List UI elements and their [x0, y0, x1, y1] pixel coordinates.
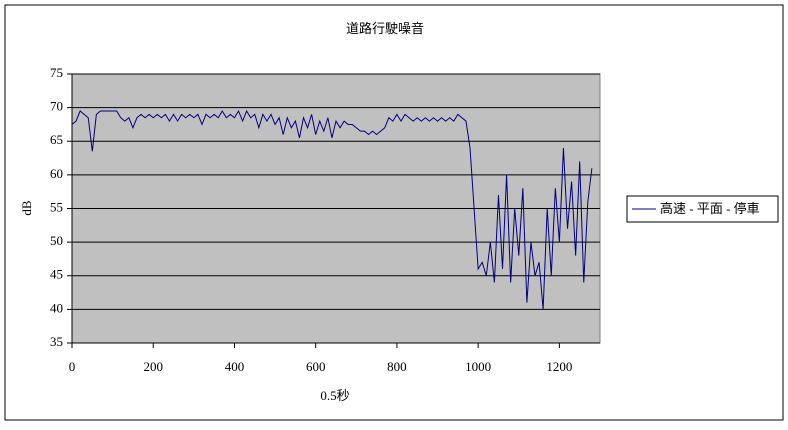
- x-axis-label: 0.5秒: [320, 388, 349, 403]
- x-tick-label: 800: [387, 359, 407, 374]
- y-tick-label: 40: [50, 300, 63, 315]
- y-axis-label: dB: [19, 200, 34, 216]
- y-tick-label: 45: [50, 267, 63, 282]
- y-tick-label: 55: [50, 199, 63, 214]
- chart-title: 道路行駛噪音: [346, 21, 424, 36]
- x-tick-label: 400: [225, 359, 245, 374]
- x-tick-label: 0: [69, 359, 76, 374]
- x-tick-label: 1000: [465, 359, 491, 374]
- y-tick-label: 60: [50, 166, 63, 181]
- y-tick-label: 65: [50, 132, 63, 147]
- y-tick-label: 75: [50, 65, 63, 80]
- x-tick-label: 200: [143, 359, 163, 374]
- data-line: [71, 109, 593, 310]
- x-tick-label: 600: [306, 359, 326, 374]
- y-tick-label: 70: [50, 99, 63, 114]
- y-tick-label: 50: [50, 233, 63, 248]
- y-tick-label: 35: [50, 334, 63, 349]
- x-tick-label: 1200: [546, 359, 572, 374]
- legend-label: 高速 - 平面 - 停車: [660, 201, 760, 216]
